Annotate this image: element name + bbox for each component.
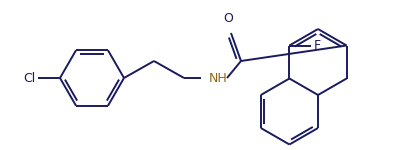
Text: O: O: [223, 12, 233, 25]
Text: Cl: Cl: [24, 72, 36, 84]
Text: F: F: [313, 39, 320, 52]
Text: NH: NH: [209, 72, 228, 84]
